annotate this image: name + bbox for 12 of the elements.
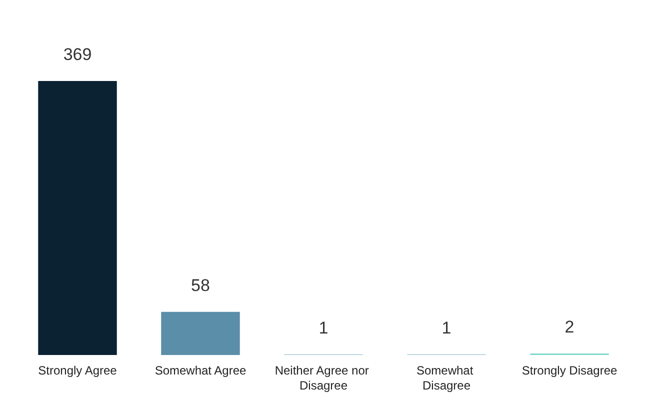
data-label: 1 [318, 318, 328, 338]
data-label: 369 [63, 45, 92, 64]
x-tick-label: Strongly Agree [38, 364, 118, 378]
x-tick-label: Somewhat Agree [154, 364, 247, 378]
x-tick-label: Somewhat Disagree [416, 364, 477, 392]
data-label: 58 [191, 276, 210, 295]
x-tick-label: Strongly Disagree [522, 364, 618, 378]
data-label: 2 [564, 318, 574, 337]
bar [38, 81, 117, 355]
x-tick-label: Neither Agree nor Disagree [274, 364, 372, 392]
data-label: 1 [442, 318, 452, 338]
bar [161, 312, 240, 355]
